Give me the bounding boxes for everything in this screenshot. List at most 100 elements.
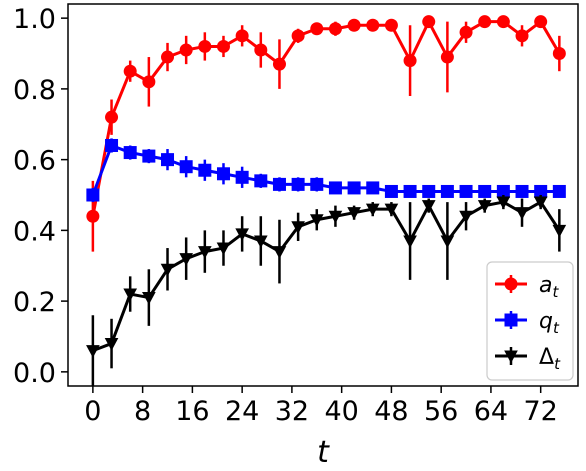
data-point: [496, 184, 510, 198]
data-point: [440, 50, 454, 64]
data-point: [403, 184, 417, 198]
data-point: [496, 15, 510, 29]
legend: at qt Δt: [486, 261, 574, 381]
data-point: [235, 228, 249, 242]
y-tick-label: 0.2: [13, 287, 56, 318]
data-point: [365, 203, 380, 217]
data-point: [216, 167, 230, 181]
data-point: [104, 338, 119, 351]
x-tick-label: 72: [524, 396, 558, 427]
data-point: [105, 110, 119, 124]
data-point: [272, 246, 287, 259]
data-point: [534, 15, 548, 29]
legend-label-main: q: [539, 309, 553, 334]
series-1: [86, 15, 566, 252]
x-axis: 0 8 16 24 32 40 48 56 64 72: [84, 386, 558, 427]
data-point: [366, 181, 380, 195]
data-point: [291, 29, 305, 43]
y-axis: 0.0 0.2 0.4 0.6 0.8 1.0: [13, 4, 68, 389]
data-point: [216, 242, 231, 256]
legend-label: qt: [539, 309, 560, 337]
data-point: [198, 39, 212, 53]
data-point: [515, 184, 529, 198]
data-point: [291, 177, 305, 191]
data-point: [272, 177, 286, 191]
data-point: [198, 246, 212, 259]
legend-label-main: Δ: [539, 345, 554, 370]
plot-frame: [67, 3, 579, 387]
data-point: [291, 221, 305, 234]
y-tick-label: 0.0: [13, 358, 56, 389]
data-point: [86, 188, 100, 202]
data-point: [552, 47, 566, 61]
data-point: [366, 18, 380, 32]
data-point: [310, 177, 324, 191]
data-point: [496, 196, 511, 210]
data-point: [254, 43, 268, 57]
data-point: [328, 181, 342, 195]
x-tick-label: 8: [134, 396, 151, 427]
data-point: [216, 39, 230, 53]
x-tick-label: 32: [275, 396, 309, 427]
data-point: [142, 292, 156, 305]
legend-label-main: a: [539, 273, 552, 298]
x-tick-label: 56: [424, 396, 458, 427]
legend-item: at: [495, 273, 559, 301]
y-tick-label: 0.4: [13, 216, 56, 247]
legend-item: qt: [495, 309, 560, 337]
data-point: [253, 235, 268, 249]
data-point: [123, 288, 138, 302]
data-point: [403, 235, 417, 249]
data-point: [478, 15, 492, 29]
data-point: [123, 146, 137, 160]
legend-item: Δt: [495, 345, 561, 373]
data-point: [160, 263, 175, 277]
data-point: [142, 75, 156, 89]
data-point: [235, 29, 249, 43]
data-point: [384, 203, 399, 217]
legend-marker: [504, 313, 518, 327]
x-tick-label: 16: [175, 396, 209, 427]
x-tick-label: 0: [84, 396, 101, 427]
plot-area: [86, 15, 567, 386]
data-point: [403, 54, 417, 68]
x-tick-label: 40: [324, 396, 358, 427]
data-point: [534, 184, 548, 198]
data-point: [515, 207, 529, 220]
data-point: [552, 224, 567, 238]
y-tick-label: 0.6: [13, 146, 56, 177]
legend-label: at: [539, 273, 559, 301]
data-point: [515, 29, 529, 43]
data-point: [86, 209, 100, 223]
data-point: [179, 43, 193, 57]
data-point: [86, 345, 100, 358]
data-point: [179, 160, 193, 174]
data-point: [384, 18, 398, 32]
legend-marker: [504, 277, 518, 291]
data-point: [272, 57, 286, 71]
data-point: [179, 253, 193, 266]
x-tick-label: 64: [474, 396, 508, 427]
data-point: [123, 64, 137, 78]
data-point: [347, 181, 361, 195]
data-point: [422, 15, 436, 29]
data-point: [347, 18, 361, 32]
data-point: [440, 184, 454, 198]
x-axis-title: t: [317, 435, 330, 470]
data-point: [235, 170, 249, 184]
data-point: [384, 184, 398, 198]
y-tick-label: 1.0: [13, 4, 56, 35]
data-point: [254, 174, 268, 188]
data-point: [309, 214, 324, 227]
data-point: [440, 235, 455, 249]
series-3: [86, 195, 567, 386]
data-point: [347, 207, 361, 220]
legend-label: Δt: [539, 345, 561, 373]
data-point: [552, 184, 566, 198]
data-point: [328, 210, 343, 224]
legend-label-subscript: t: [552, 283, 559, 301]
data-point: [421, 200, 436, 213]
data-point: [328, 22, 342, 36]
data-point: [105, 138, 119, 152]
